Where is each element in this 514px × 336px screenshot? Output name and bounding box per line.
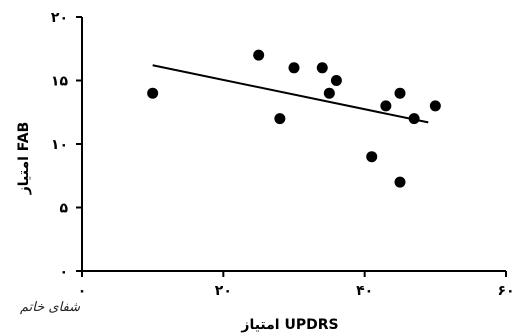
data-point (394, 176, 406, 188)
x-tick-label: ۲۰ (215, 283, 232, 299)
watermark-logo: شفای خاتم (20, 300, 81, 315)
y-tick-label: ۲۰ (51, 10, 68, 26)
trend-line (152, 64, 429, 124)
y-tick-label: ۵ (59, 201, 68, 217)
y-axis-label: امتیاز FAB (16, 122, 32, 196)
x-ticks: ۰ ۲۰ ۴۰ ۶۰ (78, 271, 514, 299)
data-point (380, 100, 392, 112)
data-point (366, 151, 378, 163)
data-point (316, 62, 328, 74)
data-point (429, 100, 441, 112)
axes (81, 17, 506, 272)
x-tick-label: ۶۰ (497, 283, 514, 299)
data-point (288, 62, 300, 74)
data-point (147, 87, 159, 99)
y-ticks: ۰ ۵ ۱۰ ۱۵ ۲۰ (51, 10, 82, 280)
x-tick-label: ۰ (78, 283, 87, 299)
data-point (394, 87, 406, 99)
data-points (147, 49, 441, 188)
y-tick-label: ۱۵ (51, 74, 69, 90)
x-tick-label: ۴۰ (356, 283, 373, 299)
x-axis-label: امتیاز UPDRS (240, 317, 338, 333)
data-point (253, 49, 265, 61)
y-tick-label: ۰ (59, 264, 68, 280)
data-point (330, 75, 342, 86)
data-point (408, 113, 420, 125)
data-point (323, 87, 335, 99)
y-tick-label: ۱۰ (51, 137, 68, 153)
data-point (274, 113, 286, 125)
